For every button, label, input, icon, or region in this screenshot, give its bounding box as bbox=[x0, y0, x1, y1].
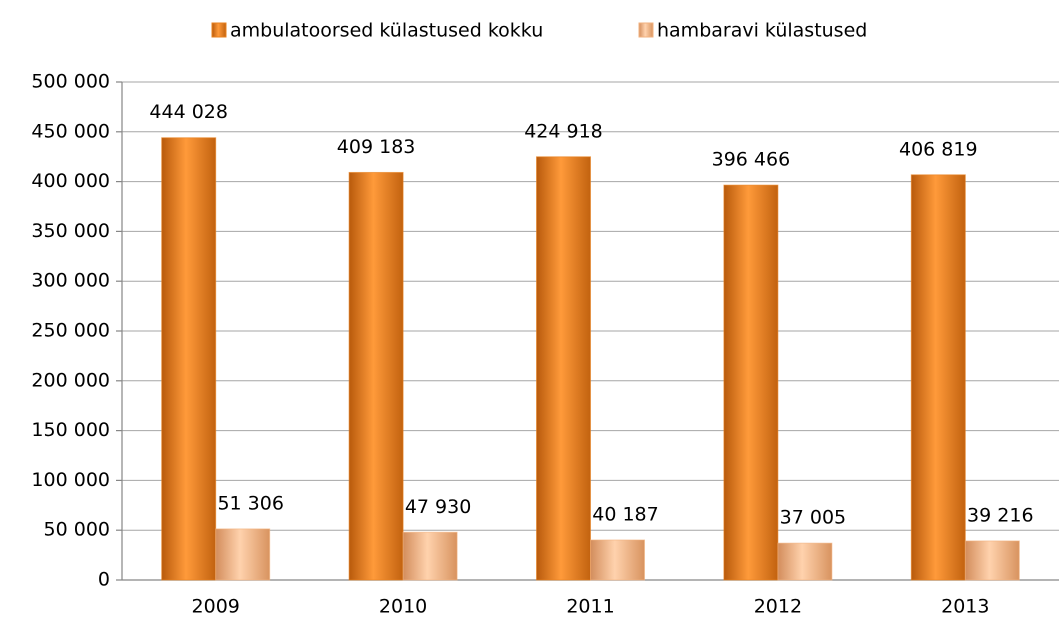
bar bbox=[215, 528, 271, 581]
y-tick-label: 400 000 bbox=[31, 170, 110, 192]
data-label: 40 187 bbox=[592, 503, 658, 525]
y-tick-label: 250 000 bbox=[31, 320, 110, 342]
bar bbox=[777, 542, 833, 581]
y-tick-label: 200 000 bbox=[31, 369, 110, 391]
y-tick-label: 50 000 bbox=[44, 519, 110, 541]
data-label: 51 306 bbox=[217, 492, 283, 514]
data-label: 424 918 bbox=[524, 120, 603, 142]
bar bbox=[723, 184, 779, 581]
data-label: 406 819 bbox=[899, 138, 978, 160]
x-tick-label: 2012 bbox=[754, 596, 802, 618]
bar bbox=[402, 531, 458, 581]
y-tick-label: 0 bbox=[98, 569, 110, 591]
data-label: 409 183 bbox=[337, 136, 416, 158]
x-tick-label: 2010 bbox=[379, 596, 427, 618]
legend-label: hambaravi külastused bbox=[657, 20, 867, 42]
bar bbox=[910, 174, 966, 581]
data-label: 47 930 bbox=[405, 496, 471, 518]
y-tick-label: 450 000 bbox=[31, 120, 110, 142]
y-tick-label: 150 000 bbox=[31, 419, 110, 441]
legend-label: ambulatoorsed külastused kokku bbox=[230, 20, 543, 42]
bar bbox=[590, 539, 645, 581]
data-label: 444 028 bbox=[149, 101, 228, 123]
y-tick-label: 350 000 bbox=[31, 220, 110, 242]
data-label: 396 466 bbox=[712, 149, 791, 171]
legend-swatch bbox=[638, 22, 654, 38]
x-tick-label: 2011 bbox=[566, 596, 614, 618]
y-tick-label: 500 000 bbox=[31, 71, 110, 93]
legend-swatch bbox=[211, 22, 227, 38]
bar bbox=[536, 156, 591, 581]
y-tick-label: 300 000 bbox=[31, 270, 110, 292]
x-tick-label: 2013 bbox=[941, 596, 989, 618]
data-label: 37 005 bbox=[780, 507, 846, 529]
data-label: 39 216 bbox=[967, 504, 1033, 526]
y-tick-label: 100 000 bbox=[31, 469, 110, 491]
bar bbox=[161, 137, 217, 581]
bar bbox=[348, 171, 404, 581]
bar bbox=[964, 540, 1020, 581]
x-tick-label: 2009 bbox=[192, 596, 240, 618]
